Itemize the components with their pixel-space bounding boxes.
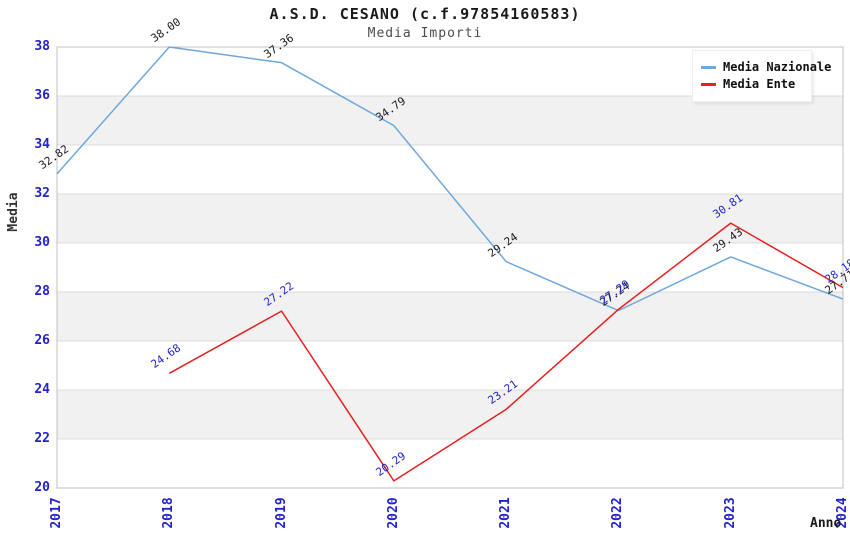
legend-label: Media Nazionale — [723, 60, 832, 74]
band — [57, 194, 843, 243]
y-axis-title: Media — [6, 192, 21, 232]
series-line-media-nazionale — [56, 46, 844, 312]
y-tick-label: 36 — [34, 88, 50, 103]
y-tick-label: 24 — [34, 382, 50, 397]
y-tick-label: 30 — [34, 235, 50, 250]
x-tick-label: 2023 — [722, 497, 738, 529]
legend-label: Media Ente — [723, 77, 796, 91]
x-tick-label: 2018 — [161, 497, 177, 529]
y-tick-label: 34 — [34, 137, 50, 152]
line-marker-icon — [701, 82, 716, 86]
x-tick-label: 2019 — [273, 497, 289, 529]
x-tick-label: 2017 — [49, 497, 64, 529]
y-tick-label: 22 — [34, 431, 50, 446]
legend-item-media-ente: Media Ente — [701, 77, 803, 91]
chart-legend: Media Nazionale Media Ente — [692, 50, 831, 102]
band — [57, 96, 843, 145]
band — [57, 390, 843, 439]
y-tick-label: 28 — [34, 284, 50, 299]
y-tick-label: 26 — [34, 333, 50, 348]
legend-item-media-nazionale: Media Nazionale — [701, 60, 831, 74]
x-tick-label: 2020 — [385, 497, 401, 529]
plot-border — [56, 46, 844, 489]
y-tick-label: 38 — [34, 39, 50, 54]
x-axis-title: Anno — [810, 516, 842, 531]
x-tick-label: 2022 — [610, 497, 626, 529]
y-tick-label: 32 — [34, 186, 50, 201]
y-tick-label: 20 — [34, 480, 50, 495]
line-marker-icon — [701, 65, 716, 69]
x-tick-label: 2021 — [498, 497, 514, 529]
chart-title: A.S.D. CESANO (c.f.97854160583) — [269, 5, 581, 23]
band — [57, 292, 843, 341]
chart-subtitle: Media Importi — [367, 26, 483, 41]
series-line-media-ente — [168, 222, 844, 482]
